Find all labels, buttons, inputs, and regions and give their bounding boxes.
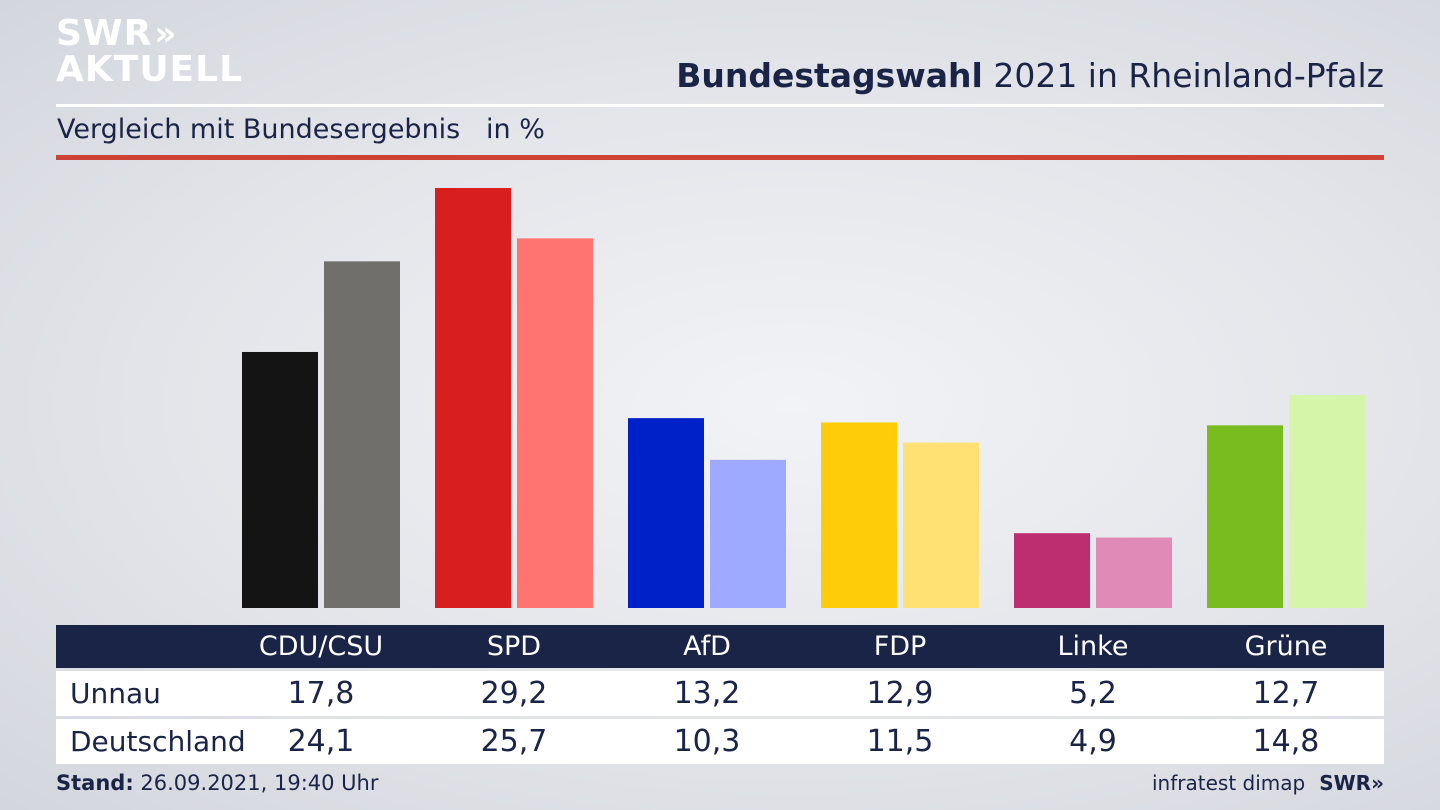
- bar-gr-ne-deutschland: [1289, 395, 1365, 608]
- logo-swr: SWR: [56, 13, 153, 54]
- swr-aktuell-logo: SWR» AKTUELL: [56, 16, 243, 88]
- value-cdu-csu-deutschland: 24,1: [287, 724, 355, 759]
- stand-value: 26.09.2021, 19:40 Uhr: [133, 771, 379, 795]
- bar-spd-unnau: [435, 188, 511, 608]
- page-title-rest: 2021 in Rheinland-Pfalz: [982, 56, 1384, 95]
- bar-afd-unnau: [628, 418, 704, 608]
- swr-brand-icon: SWR»: [1319, 771, 1384, 795]
- bar-spd-deutschland: [517, 238, 593, 608]
- chart-subtitle: Vergleich mit Bundesergebnis in %: [57, 114, 545, 145]
- column-header-afd: AfD: [683, 631, 731, 662]
- bar-cdu-csu-unnau: [242, 351, 318, 608]
- table-row: Deutschland 24,1 25,7 10,3 11,5 4,9 14,8: [56, 719, 1384, 764]
- header-divider: [56, 104, 1384, 107]
- results-table: CDU/CSU SPD AfD FDP Linke Grüne Unnau 17,8 29,…: [56, 625, 1384, 764]
- value-afd-deutschland: 10,3: [673, 724, 741, 759]
- row-label-deutschland: Deutschland: [70, 725, 246, 758]
- column-header-spd: SPD: [486, 631, 542, 662]
- bar-gr-ne-unnau: [1207, 425, 1283, 608]
- bar-linke-unnau: [1014, 533, 1090, 608]
- table-row: Unnau 17,8 29,2 13,2 12,9 5,2 12,7: [56, 671, 1384, 716]
- column-header-gr-ne: Grüne: [1244, 631, 1328, 662]
- bar-cdu-csu-deutschland: [324, 261, 400, 608]
- accent-divider: [56, 155, 1384, 160]
- value-fdp-deutschland: 11,5: [866, 724, 934, 759]
- value-cdu-csu-unnau: 17,8: [287, 676, 355, 711]
- bar-linke-deutschland: [1096, 537, 1172, 608]
- bar-fdp-deutschland: [903, 442, 979, 608]
- timestamp: Stand: 26.09.2021, 19:40 Uhr: [56, 771, 379, 795]
- page-title: Bundestagswahl 2021 in Rheinland-Pfalz: [676, 56, 1384, 95]
- bar-chart: [242, 188, 1365, 608]
- footer-source: infratest dimap SWR»: [1152, 771, 1384, 795]
- value-spd-unnau: 29,2: [480, 676, 548, 711]
- value-afd-unnau: 13,2: [673, 676, 741, 711]
- stand-label: Stand:: [56, 771, 134, 795]
- bar-fdp-unnau: [821, 422, 897, 608]
- value-gr-ne-deutschland: 14,8: [1252, 724, 1320, 759]
- column-header-cdu-csu: CDU/CSU: [258, 631, 384, 662]
- value-linke-deutschland: 4,9: [1069, 724, 1117, 759]
- column-header-linke: Linke: [1057, 631, 1129, 662]
- table-header-row: CDU/CSU SPD AfD FDP Linke Grüne: [56, 625, 1384, 668]
- page-title-bold: Bundestagswahl: [676, 56, 983, 95]
- row-label-unnau: Unnau: [70, 677, 161, 710]
- value-gr-ne-unnau: 12,7: [1252, 676, 1320, 711]
- value-fdp-unnau: 12,9: [866, 676, 934, 711]
- source-label: infratest dimap: [1152, 771, 1306, 795]
- bar-afd-deutschland: [710, 459, 786, 608]
- logo-aktuell: AKTUELL: [56, 49, 244, 90]
- column-header-fdp: FDP: [873, 631, 927, 662]
- value-linke-unnau: 5,2: [1069, 676, 1117, 711]
- value-spd-deutschland: 25,7: [480, 724, 548, 759]
